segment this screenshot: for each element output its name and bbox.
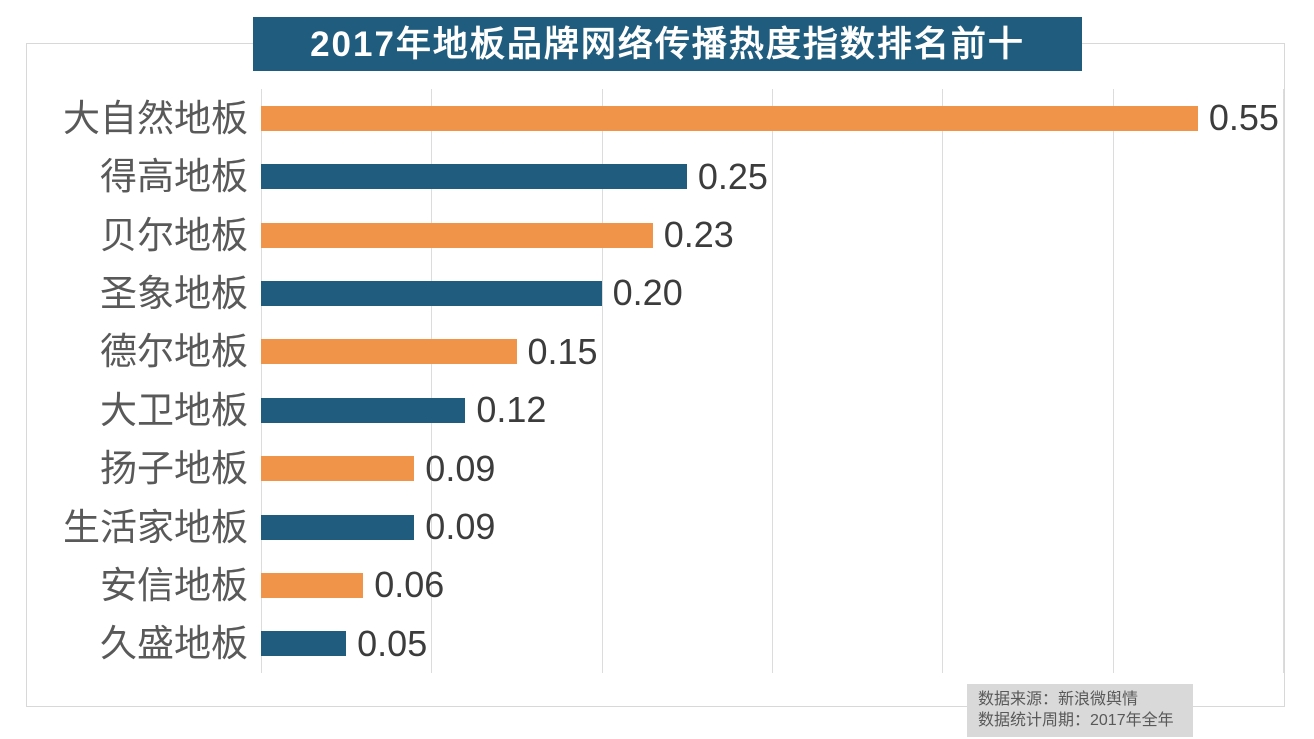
- gridline: [601, 89, 603, 673]
- bar-track: 0.09: [261, 439, 1283, 497]
- source-note-box: 数据来源：新浪微舆情 数据统计周期：2017年全年: [967, 684, 1193, 737]
- source-period-line: 数据统计周期：2017年全年: [978, 712, 1174, 729]
- value-label: 0.06: [374, 564, 445, 606]
- gridline: [1112, 89, 1114, 673]
- bar: [261, 456, 415, 482]
- bar: [261, 164, 687, 190]
- bar-track: 0.05: [261, 615, 1283, 673]
- category-label: 得高地板: [100, 156, 248, 198]
- gridline: [261, 89, 262, 673]
- bar: [261, 631, 347, 657]
- bar-track: 0.25: [261, 147, 1283, 205]
- bar: [261, 339, 517, 365]
- bar-row: 扬子地板 0.09: [26, 439, 1285, 497]
- category-label: 大卫地板: [100, 389, 248, 431]
- bar: [261, 222, 653, 248]
- bar-track: 0.20: [261, 264, 1283, 322]
- bar-row: 生活家地板 0.09: [26, 498, 1285, 556]
- chart-title-banner: 2017年地板品牌网络传播热度指数排名前十: [253, 17, 1082, 71]
- category-label: 安信地板: [100, 564, 248, 606]
- bar-row: 德尔地板 0.15: [26, 323, 1285, 381]
- value-label: 0.55: [1208, 97, 1279, 139]
- bar-track: 0.23: [261, 206, 1283, 264]
- bar-track: 0.15: [261, 323, 1283, 381]
- category-label: 大自然地板: [63, 97, 248, 139]
- plot-area: [261, 89, 1284, 673]
- gridline: [431, 89, 433, 673]
- bar: [261, 105, 1198, 131]
- bar-row: 贝尔地板 0.23: [26, 206, 1285, 264]
- chart-title: 2017年地板品牌网络传播热度指数排名前十: [310, 25, 1025, 64]
- bar: [261, 514, 415, 540]
- bar-row: 久盛地板 0.05: [26, 615, 1285, 673]
- bar-row: 大自然地板 0.55: [26, 89, 1285, 147]
- value-label: 0.25: [697, 155, 768, 197]
- category-label: 圣象地板: [100, 272, 248, 314]
- category-label: 生活家地板: [63, 506, 248, 548]
- value-label: 0.09: [425, 506, 496, 548]
- bar: [261, 397, 466, 423]
- category-label: 德尔地板: [100, 331, 248, 373]
- bar: [261, 572, 364, 598]
- bar-row: 圣象地板 0.20: [26, 264, 1285, 322]
- source-line: 数据来源：新浪微舆情: [978, 691, 1139, 708]
- bar: [261, 280, 602, 306]
- bar-rows: 大自然地板 0.55 得高地板 0.25 贝尔地板 0.23 圣象地板 0.20…: [26, 89, 1285, 673]
- bar-track: 0.09: [261, 498, 1283, 556]
- value-label: 0.23: [663, 214, 734, 256]
- gridline: [942, 89, 944, 673]
- bar-row: 得高地板 0.25: [26, 147, 1285, 205]
- bar-track: 0.55: [261, 89, 1283, 147]
- value-label: 0.20: [612, 272, 683, 314]
- category-label: 扬子地板: [100, 448, 248, 490]
- value-label: 0.09: [425, 447, 496, 489]
- category-label: 久盛地板: [100, 623, 248, 665]
- category-label: 贝尔地板: [100, 214, 248, 256]
- value-label: 0.05: [357, 622, 428, 664]
- value-label: 0.12: [476, 389, 547, 431]
- bar-track: 0.12: [261, 381, 1283, 439]
- bar-row: 安信地板 0.06: [26, 556, 1285, 614]
- gridline: [1283, 89, 1284, 673]
- gridline: [772, 89, 773, 673]
- bar-row: 大卫地板 0.12: [26, 381, 1285, 439]
- value-label: 0.15: [527, 330, 598, 372]
- bar-track: 0.06: [261, 556, 1283, 614]
